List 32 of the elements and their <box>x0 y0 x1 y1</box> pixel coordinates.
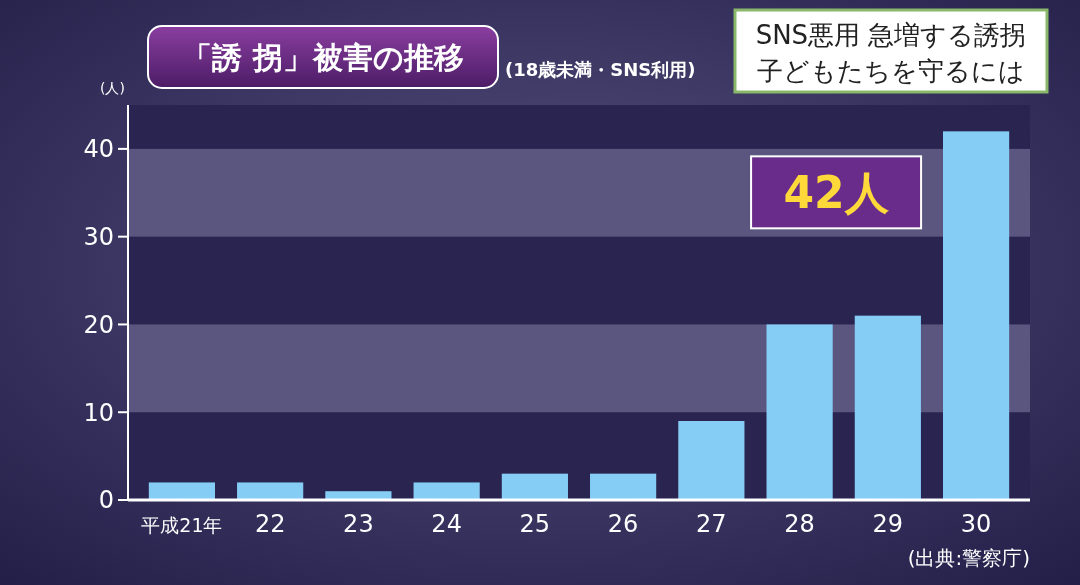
bar <box>590 473 657 500</box>
x-tick-label: 24 <box>431 510 462 538</box>
x-tick-label: 26 <box>607 510 639 538</box>
y-tick-label: 40 <box>83 135 114 164</box>
x-tick-label: 25 <box>519 510 551 538</box>
x-tick-label: 28 <box>784 510 815 538</box>
annotation: 42人 <box>783 167 889 219</box>
x-tick-label: 平成21年 <box>141 514 223 536</box>
bar <box>678 421 745 500</box>
chart-subtitle: (18歳未満・SNS利用) <box>505 59 696 80</box>
text: (出典:警察庁) <box>907 546 1030 570</box>
x-tick-label: 30 <box>960 510 992 538</box>
x-tick-label: 29 <box>872 510 904 538</box>
bar <box>413 482 480 500</box>
y-tick-label: 20 <box>83 310 114 339</box>
y-tick-label: 0 <box>98 486 114 515</box>
y-axis-title: (人) <box>100 80 125 96</box>
text: 子どもたちを守るには <box>757 56 1025 86</box>
bar <box>325 491 392 500</box>
chart-title: 「誘 拐」被害の推移 <box>182 40 464 75</box>
bar <box>237 482 304 500</box>
bar <box>501 473 568 500</box>
x-tick-label: 22 <box>254 510 286 538</box>
bar <box>943 131 1010 500</box>
bar <box>766 324 833 500</box>
x-tick-label: 27 <box>696 510 727 538</box>
bar <box>854 315 921 500</box>
bar <box>148 482 215 500</box>
y-tick-label: 10 <box>83 398 114 427</box>
text: SNS悪用 急増する誘拐 <box>755 20 1027 50</box>
y-tick-label: 30 <box>83 223 114 252</box>
x-tick-label: 23 <box>343 510 374 538</box>
